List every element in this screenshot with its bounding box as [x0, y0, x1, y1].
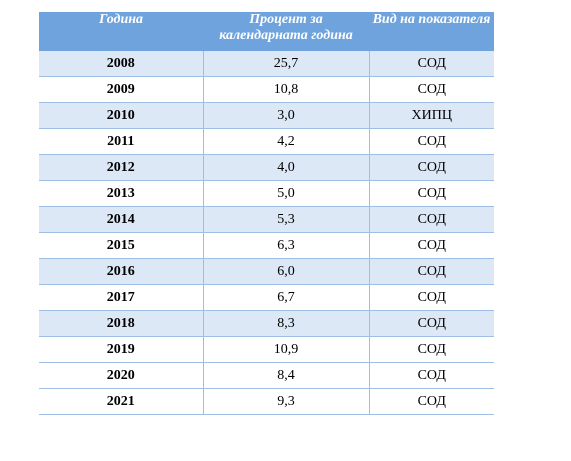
percent-cell: 5,3	[203, 206, 370, 233]
table-row: 2010 3,0 ХИПЦ	[39, 102, 494, 129]
table-row: 2009 10,8 СОД	[39, 76, 494, 103]
indicator-type-cell: СОД	[369, 284, 494, 311]
percent-cell: 6,3	[203, 232, 370, 259]
indicator-type-cell: СОД	[369, 180, 494, 207]
year-cell: 2010	[39, 102, 204, 129]
indicator-type-cell: СОД	[369, 51, 494, 77]
indicator-type-cell: СОД	[369, 206, 494, 233]
table-row: 2012 4,0 СОД	[39, 154, 494, 181]
indicator-type-cell: СОД	[369, 362, 494, 389]
percent-cell: 4,2	[203, 128, 370, 155]
indicator-type-cell: ХИПЦ	[369, 102, 494, 129]
table-row: 2008 25,7 СОД	[39, 51, 494, 77]
table-row: 2019 10,9 СОД	[39, 336, 494, 363]
indicator-type-cell: СОД	[369, 336, 494, 363]
percent-cell: 8,4	[203, 362, 370, 389]
year-cell: 2020	[39, 362, 204, 389]
inflation-table-container: Година Процент за календарната година Ви…	[39, 12, 494, 415]
table-row: 2014 5,3 СОД	[39, 206, 494, 233]
percent-cell: 25,7	[203, 51, 370, 77]
year-cell: 2019	[39, 336, 204, 363]
year-cell: 2013	[39, 180, 204, 207]
table-body: 2008 25,7 СОД 2009 10,8 СОД 2010 3,0 ХИПЦ 2011 4,2…	[39, 51, 494, 415]
year-cell: 2012	[39, 154, 204, 181]
percent-cell: 6,0	[203, 258, 370, 285]
table-row: 2011 4,2 СОД	[39, 128, 494, 155]
percent-cell: 4,0	[203, 154, 370, 181]
indicator-type-cell: СОД	[369, 154, 494, 181]
table-row: 2015 6,3 СОД	[39, 232, 494, 259]
year-cell: 2021	[39, 388, 204, 415]
inflation-table: Година Процент за календарната година Ви…	[39, 12, 494, 415]
header-row: Година Процент за календарната година Ви…	[39, 12, 494, 51]
table-row: 2021 9,3 СОД	[39, 388, 494, 415]
table-row: 2013 5,0 СОД	[39, 180, 494, 207]
year-cell: 2017	[39, 284, 204, 311]
year-cell: 2011	[39, 128, 204, 155]
indicator-type-cell: СОД	[369, 128, 494, 155]
header-percent: Процент за календарната година	[203, 12, 369, 51]
year-cell: 2014	[39, 206, 204, 233]
percent-cell: 3,0	[203, 102, 370, 129]
percent-cell: 9,3	[203, 388, 370, 415]
table-row: 2018 8,3 СОД	[39, 310, 494, 337]
table-row: 2017 6,7 СОД	[39, 284, 494, 311]
year-cell: 2015	[39, 232, 204, 259]
percent-cell: 6,7	[203, 284, 370, 311]
table-row: 2020 8,4 СОД	[39, 362, 494, 389]
table-header: Година Процент за календарната година Ви…	[39, 12, 494, 51]
year-cell: 2016	[39, 258, 204, 285]
percent-cell: 10,9	[203, 336, 370, 363]
percent-cell: 10,8	[203, 76, 370, 103]
indicator-type-cell: СОД	[369, 76, 494, 103]
header-year: Година	[39, 12, 203, 51]
year-cell: 2009	[39, 76, 204, 103]
table-row: 2016 6,0 СОД	[39, 258, 494, 285]
year-cell: 2018	[39, 310, 204, 337]
header-indicator-type: Вид на показателя	[369, 12, 494, 51]
percent-cell: 5,0	[203, 180, 370, 207]
percent-cell: 8,3	[203, 310, 370, 337]
indicator-type-cell: СОД	[369, 232, 494, 259]
indicator-type-cell: СОД	[369, 388, 494, 415]
indicator-type-cell: СОД	[369, 258, 494, 285]
indicator-type-cell: СОД	[369, 310, 494, 337]
year-cell: 2008	[39, 51, 204, 77]
